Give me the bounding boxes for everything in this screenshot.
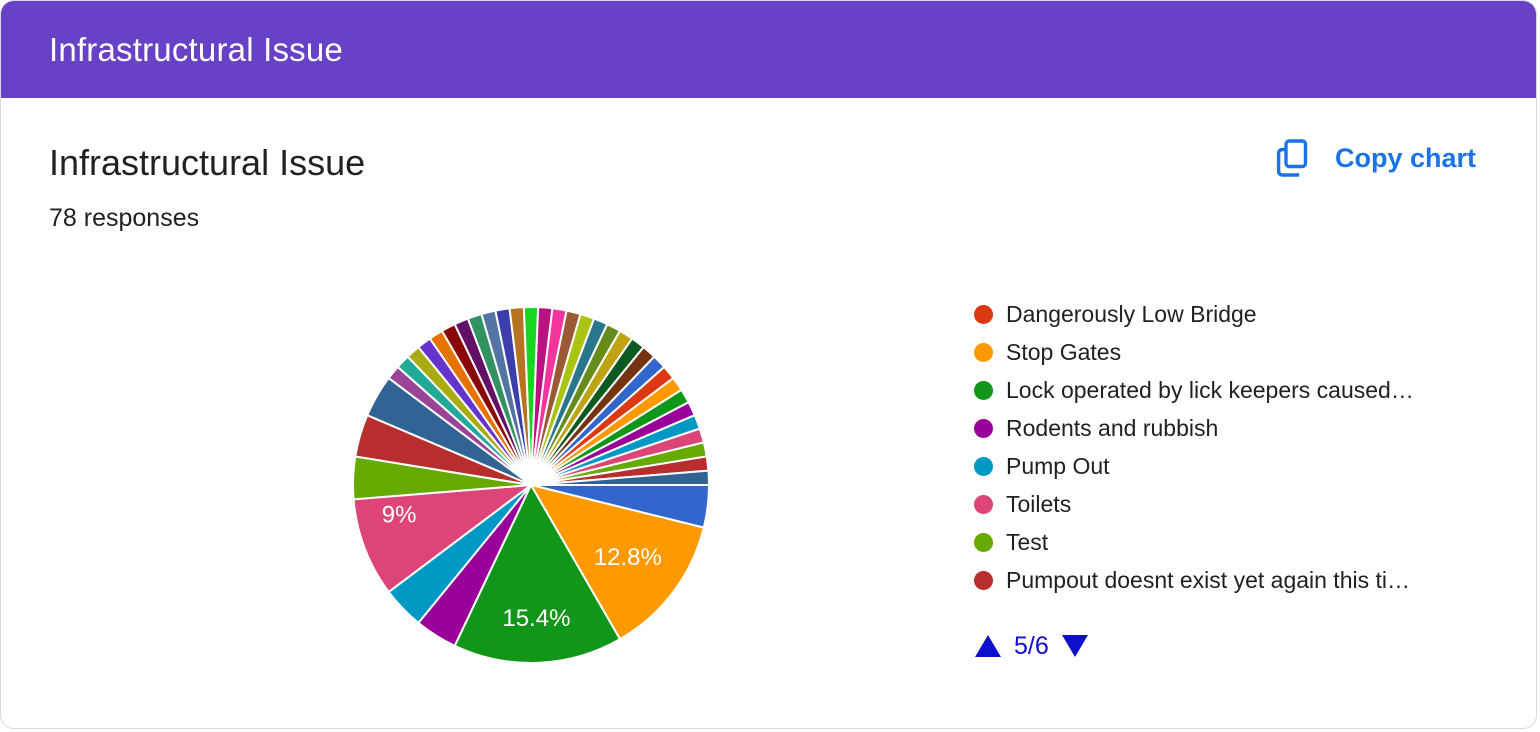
pie-percent-label: 15.4% bbox=[502, 605, 570, 632]
question-title: Infrastructural Issue bbox=[49, 142, 366, 183]
legend-page-label: 5/6 bbox=[1014, 631, 1049, 660]
legend-item: Dangerously Low Bridge bbox=[974, 295, 1414, 333]
banner-title: Infrastructural Issue bbox=[49, 31, 343, 68]
copy-chart-label: Copy chart bbox=[1334, 142, 1476, 173]
question-banner: Infrastructural Issue bbox=[1, 1, 1536, 98]
legend-swatch bbox=[974, 380, 993, 400]
pie-percent-label: 9% bbox=[382, 501, 417, 528]
pie-slice[interactable] bbox=[453, 482, 622, 664]
legend-label: Rodents and rubbish bbox=[1006, 414, 1219, 441]
copy-icon bbox=[1275, 138, 1309, 178]
legend-item: Lock operated by lick keepers caused… bbox=[974, 371, 1414, 409]
pie-chart[interactable]: 12.8% 15.4% 9% bbox=[351, 305, 711, 665]
legend-page-up-button[interactable] bbox=[975, 635, 1001, 657]
legend-item: Test bbox=[974, 523, 1414, 561]
legend-swatch bbox=[974, 570, 993, 590]
legend-label: Toilets bbox=[1006, 490, 1072, 517]
pie-slice[interactable] bbox=[528, 483, 706, 641]
legend-label: Pump Out bbox=[1006, 452, 1110, 479]
legend-swatch bbox=[974, 456, 993, 476]
legend-label: Stop Gates bbox=[1006, 338, 1122, 365]
legend-label: Lock operated by lick keepers caused… bbox=[1006, 376, 1414, 403]
legend-label: Test bbox=[1006, 528, 1049, 555]
legend-label: Dangerously Low Bridge bbox=[1006, 300, 1257, 327]
copy-chart-button[interactable]: Copy chart bbox=[1275, 130, 1476, 186]
chart-legend: Dangerously Low Bridge Stop Gates Lock ope… bbox=[974, 295, 1414, 599]
legend-swatch bbox=[974, 342, 993, 362]
pie-percent-label: 12.8% bbox=[594, 544, 662, 571]
legend-swatch bbox=[974, 532, 993, 552]
legend-item: Pumpout doesnt exist yet again this ti… bbox=[974, 561, 1414, 599]
legend-swatch bbox=[974, 304, 993, 324]
legend-swatch bbox=[974, 418, 993, 438]
legend-swatch bbox=[974, 494, 993, 514]
legend-item: Rodents and rubbish bbox=[974, 409, 1414, 447]
legend-item: Pump Out bbox=[974, 447, 1414, 485]
legend-item: Stop Gates bbox=[974, 333, 1414, 371]
pie-slice[interactable] bbox=[352, 483, 535, 594]
legend-page-down-button[interactable] bbox=[1061, 635, 1088, 657]
responses-count: 78 responses bbox=[49, 204, 200, 232]
pie-slice[interactable] bbox=[530, 469, 711, 486]
legend-pager: 5/6 bbox=[975, 631, 1088, 660]
legend-label: Pumpout doesnt exist yet again this ti… bbox=[1006, 566, 1410, 593]
legend-item: Toilets bbox=[974, 485, 1414, 523]
